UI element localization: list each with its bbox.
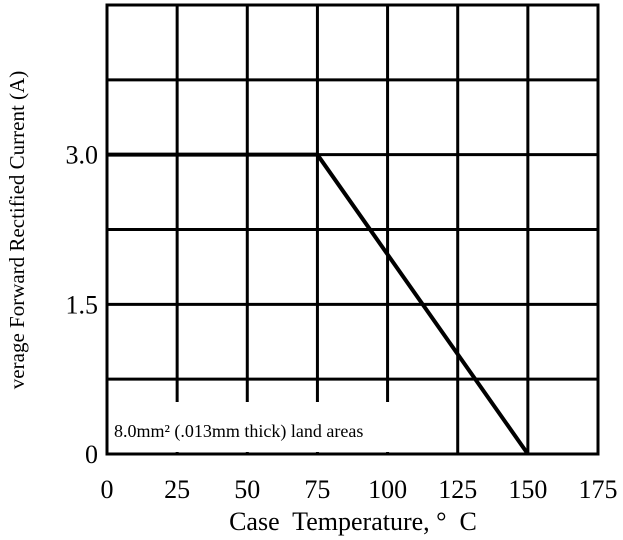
x-tick-label: 25 bbox=[164, 475, 190, 504]
y-tick-label: 3.0 bbox=[66, 141, 99, 170]
y-tick-labels: 0 1.5 3.0 bbox=[66, 141, 99, 469]
derating-curve bbox=[107, 152, 530, 456]
x-tick-label: 150 bbox=[508, 475, 547, 504]
x-tick-label: 125 bbox=[438, 475, 477, 504]
y-axis-title: verage Forward Rectified Current (A) bbox=[5, 71, 29, 389]
annotation-label: 8.0mm² (.013mm thick) land areas bbox=[114, 421, 363, 442]
annotation-box bbox=[110, 402, 456, 452]
x-tick-label: 175 bbox=[579, 475, 618, 504]
x-tick-label: 100 bbox=[368, 475, 407, 504]
y-tick-label: 0 bbox=[85, 440, 98, 469]
data-series bbox=[107, 152, 530, 456]
grid-lines bbox=[107, 5, 598, 454]
plot-frame bbox=[105, 3, 600, 456]
x-tick-label: 75 bbox=[304, 475, 330, 504]
x-tick-label: 50 bbox=[234, 475, 260, 504]
y-tick-label: 1.5 bbox=[66, 290, 99, 319]
x-tick-label: 0 bbox=[101, 475, 114, 504]
x-axis-title: Case Temperature, ° C bbox=[229, 507, 477, 536]
x-tick-labels: 0 25 50 75 100 125 150 175 bbox=[101, 475, 618, 504]
